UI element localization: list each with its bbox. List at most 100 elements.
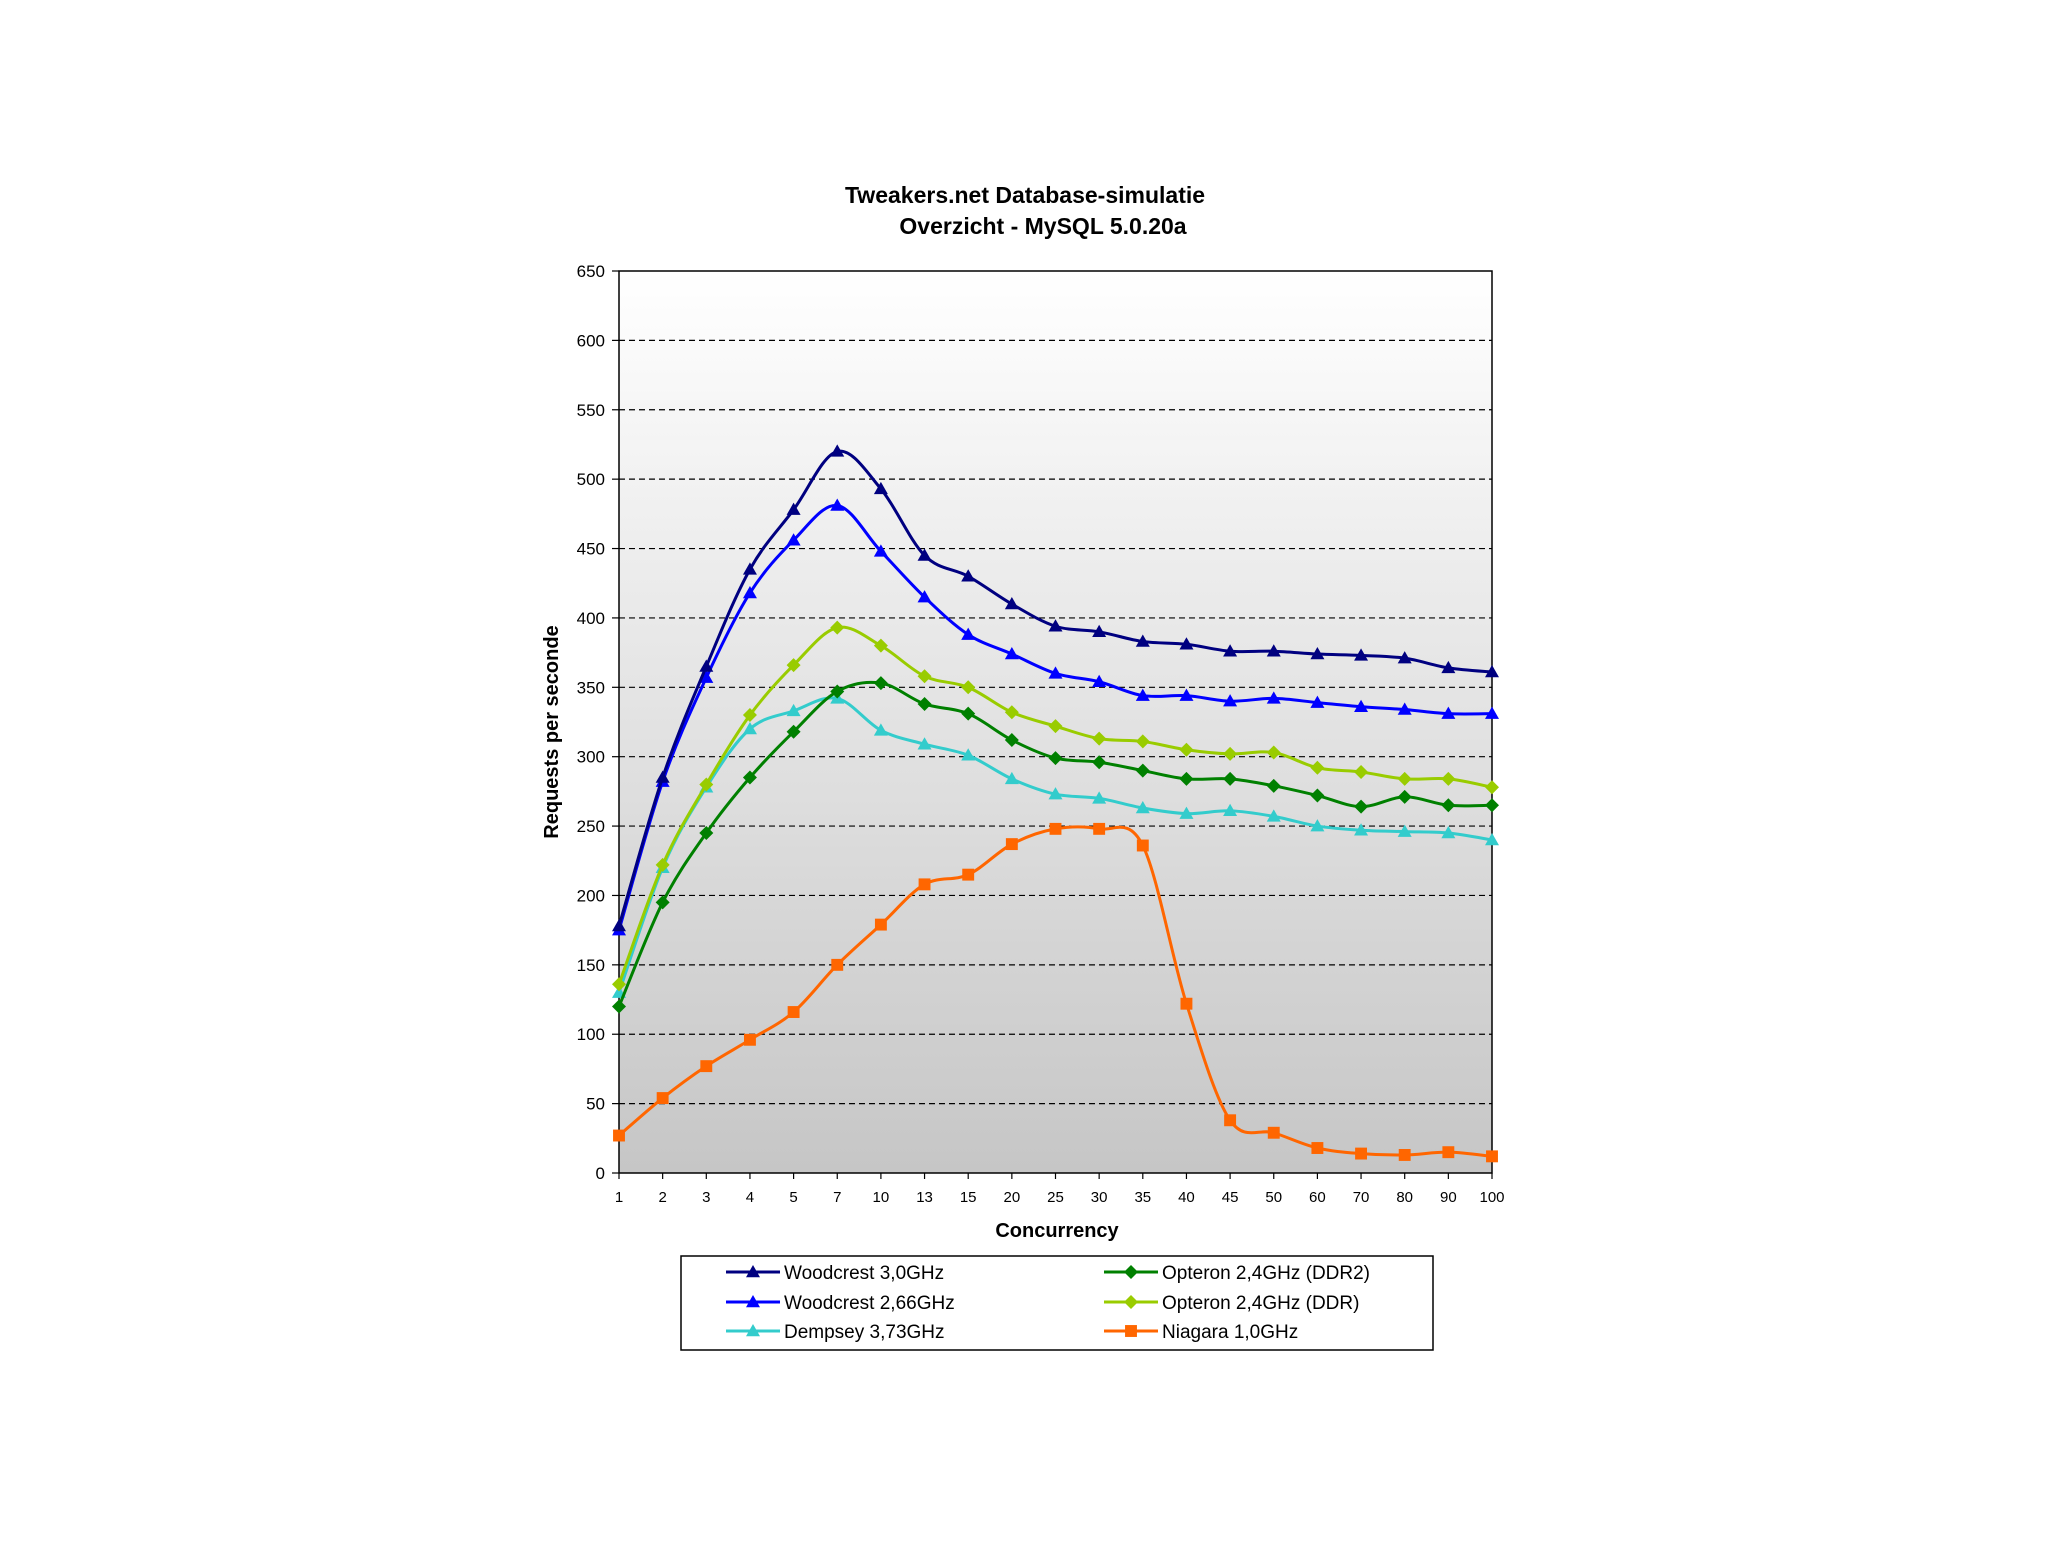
data-point <box>1124 1265 1138 1279</box>
data-point <box>917 590 932 603</box>
data-point <box>742 721 757 735</box>
data-point <box>1441 660 1456 674</box>
data-point <box>1485 706 1499 719</box>
y-tick-label: 650 <box>577 262 605 281</box>
series <box>613 822 1498 1163</box>
x-tick-label: 25 <box>1047 1189 1064 1206</box>
data-point <box>1048 719 1063 734</box>
series-line <box>617 696 1493 994</box>
data-point <box>1441 706 1456 719</box>
data-point <box>786 724 801 739</box>
data-point <box>1354 648 1369 661</box>
data-point <box>1092 755 1107 770</box>
data-point <box>1004 771 1019 785</box>
data-point <box>1354 699 1369 712</box>
x-axis-label: Concurrency <box>995 1220 1119 1242</box>
data-point <box>1266 745 1281 760</box>
legend-item: Niagara 1,0GHz <box>1104 1322 1298 1343</box>
data-point <box>873 723 888 736</box>
data-point <box>787 1006 800 1018</box>
data-point <box>961 680 976 695</box>
data-point <box>1135 634 1150 647</box>
data-point <box>873 638 888 653</box>
x-tick-label: 2 <box>658 1189 666 1206</box>
data-point <box>1310 819 1325 832</box>
data-point <box>1397 771 1412 786</box>
data-point <box>1441 826 1456 839</box>
data-point <box>1004 733 1019 748</box>
data-point <box>1310 695 1325 708</box>
y-axis: 0 50 100 150 200 250 300 350 400 450 500 550 600 650 <box>577 262 619 1183</box>
data-point <box>1135 688 1150 701</box>
data-point <box>961 627 976 640</box>
data-point <box>1485 832 1499 846</box>
data-point <box>655 770 670 783</box>
legend-item: Woodcrest 3,0GHz <box>726 1263 944 1284</box>
data-point <box>1092 731 1107 746</box>
data-point <box>873 481 888 495</box>
data-point <box>786 502 801 515</box>
data-point <box>874 918 887 931</box>
data-point <box>917 548 932 561</box>
y-tick-label: 600 <box>577 331 605 350</box>
data-point <box>655 857 670 872</box>
series-line <box>617 680 1493 1008</box>
data-point <box>786 658 801 673</box>
data-point <box>1048 666 1063 679</box>
y-tick-label: 400 <box>577 609 605 628</box>
x-tick-label: 50 <box>1265 1189 1282 1206</box>
data-point <box>655 895 670 910</box>
data-point <box>1004 647 1019 660</box>
data-point <box>1397 824 1412 837</box>
data-point <box>1310 760 1325 775</box>
data-point <box>961 748 976 761</box>
data-point <box>918 878 931 891</box>
data-point <box>1310 788 1325 803</box>
x-tick-label: 3 <box>702 1189 710 1206</box>
legend: Woodcrest 3,0GHz Woodcrest 2,66GHz Dempsey… <box>680 1255 1434 1351</box>
data-point <box>1048 619 1063 632</box>
data-point <box>917 669 932 684</box>
data-point <box>1179 742 1194 757</box>
x-tick-label: 30 <box>1091 1189 1108 1206</box>
data-point <box>961 706 976 721</box>
y-tick-label: 250 <box>577 817 605 836</box>
data-point <box>1223 644 1238 657</box>
y-tick-label: 550 <box>577 401 605 420</box>
data-point <box>1005 838 1018 851</box>
data-point <box>1124 1295 1138 1309</box>
x-tick-label: 15 <box>960 1189 977 1206</box>
chart-title: Tweakers.net Database-simulatie <box>845 182 1205 208</box>
y-axis-label: Requests per seconde <box>541 625 563 838</box>
series-line <box>617 625 1493 985</box>
series-line <box>617 504 1493 931</box>
data-point <box>742 770 757 785</box>
y-tick-label: 200 <box>577 886 605 905</box>
data-point <box>830 620 845 635</box>
data-point <box>612 999 626 1014</box>
x-tick-label: 1 <box>615 1189 623 1206</box>
data-point <box>1397 702 1412 715</box>
y-tick-label: 350 <box>577 678 605 697</box>
data-point <box>699 659 714 672</box>
series <box>612 444 1499 932</box>
data-point <box>1136 839 1149 852</box>
x-tick-label: 10 <box>873 1189 890 1206</box>
data-point <box>699 670 714 683</box>
data-point <box>612 977 626 992</box>
data-point <box>1354 799 1369 814</box>
data-point <box>612 918 626 932</box>
data-point <box>1135 734 1150 749</box>
data-point <box>746 1265 760 1278</box>
data-point <box>1441 798 1456 813</box>
series-lines <box>612 444 1499 1163</box>
x-tick-label: 4 <box>746 1189 754 1206</box>
data-point <box>786 533 801 546</box>
series-line <box>617 449 1493 927</box>
data-point <box>917 737 932 750</box>
data-point <box>1441 771 1456 786</box>
x-tick-label: 100 <box>1479 1189 1504 1206</box>
data-point <box>1223 771 1238 786</box>
data-point <box>1310 647 1325 660</box>
